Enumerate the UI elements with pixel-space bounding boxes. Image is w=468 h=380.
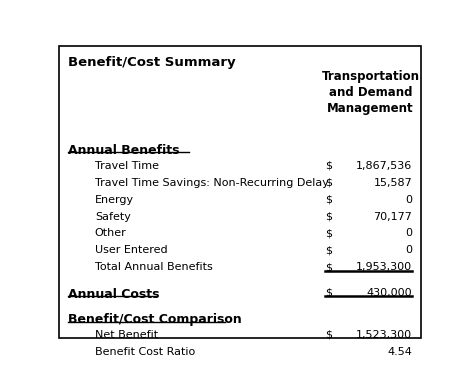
Text: 4.54: 4.54 <box>387 347 412 357</box>
Text: Transportation
and Demand
Management: Transportation and Demand Management <box>322 70 419 116</box>
Text: $: $ <box>325 228 332 239</box>
Text: $: $ <box>325 212 332 222</box>
Text: Benefit/Cost Summary: Benefit/Cost Summary <box>67 56 235 69</box>
Text: $: $ <box>325 288 332 298</box>
Text: 0: 0 <box>405 228 412 239</box>
Text: $: $ <box>325 263 332 272</box>
Text: $: $ <box>325 177 332 188</box>
Text: 1,953,300: 1,953,300 <box>356 263 412 272</box>
Text: 70,177: 70,177 <box>373 212 412 222</box>
Text: $: $ <box>325 330 332 340</box>
Text: 0: 0 <box>405 195 412 204</box>
Text: Annual Benefits: Annual Benefits <box>67 144 179 157</box>
Text: 15,587: 15,587 <box>373 177 412 188</box>
Text: $: $ <box>325 245 332 255</box>
Text: Other: Other <box>95 228 126 239</box>
Text: 430,000: 430,000 <box>366 288 412 298</box>
Text: Annual Costs: Annual Costs <box>67 288 159 301</box>
Text: $: $ <box>325 161 332 171</box>
Text: Travel Time: Travel Time <box>95 161 159 171</box>
Text: Benefit/Cost Comparison: Benefit/Cost Comparison <box>67 313 241 326</box>
Text: 1,867,536: 1,867,536 <box>356 161 412 171</box>
Text: 1,523,300: 1,523,300 <box>356 330 412 340</box>
Text: Safety: Safety <box>95 212 131 222</box>
Text: Net Benefit: Net Benefit <box>95 330 158 340</box>
Text: Benefit Cost Ratio: Benefit Cost Ratio <box>95 347 195 357</box>
Text: Total Annual Benefits: Total Annual Benefits <box>95 263 212 272</box>
Text: 0: 0 <box>405 245 412 255</box>
Text: Travel Time Savings: Non-Recurring Delay: Travel Time Savings: Non-Recurring Delay <box>95 177 329 188</box>
Text: $: $ <box>325 195 332 204</box>
Text: Energy: Energy <box>95 195 134 204</box>
Text: User Entered: User Entered <box>95 245 168 255</box>
FancyBboxPatch shape <box>58 46 421 338</box>
